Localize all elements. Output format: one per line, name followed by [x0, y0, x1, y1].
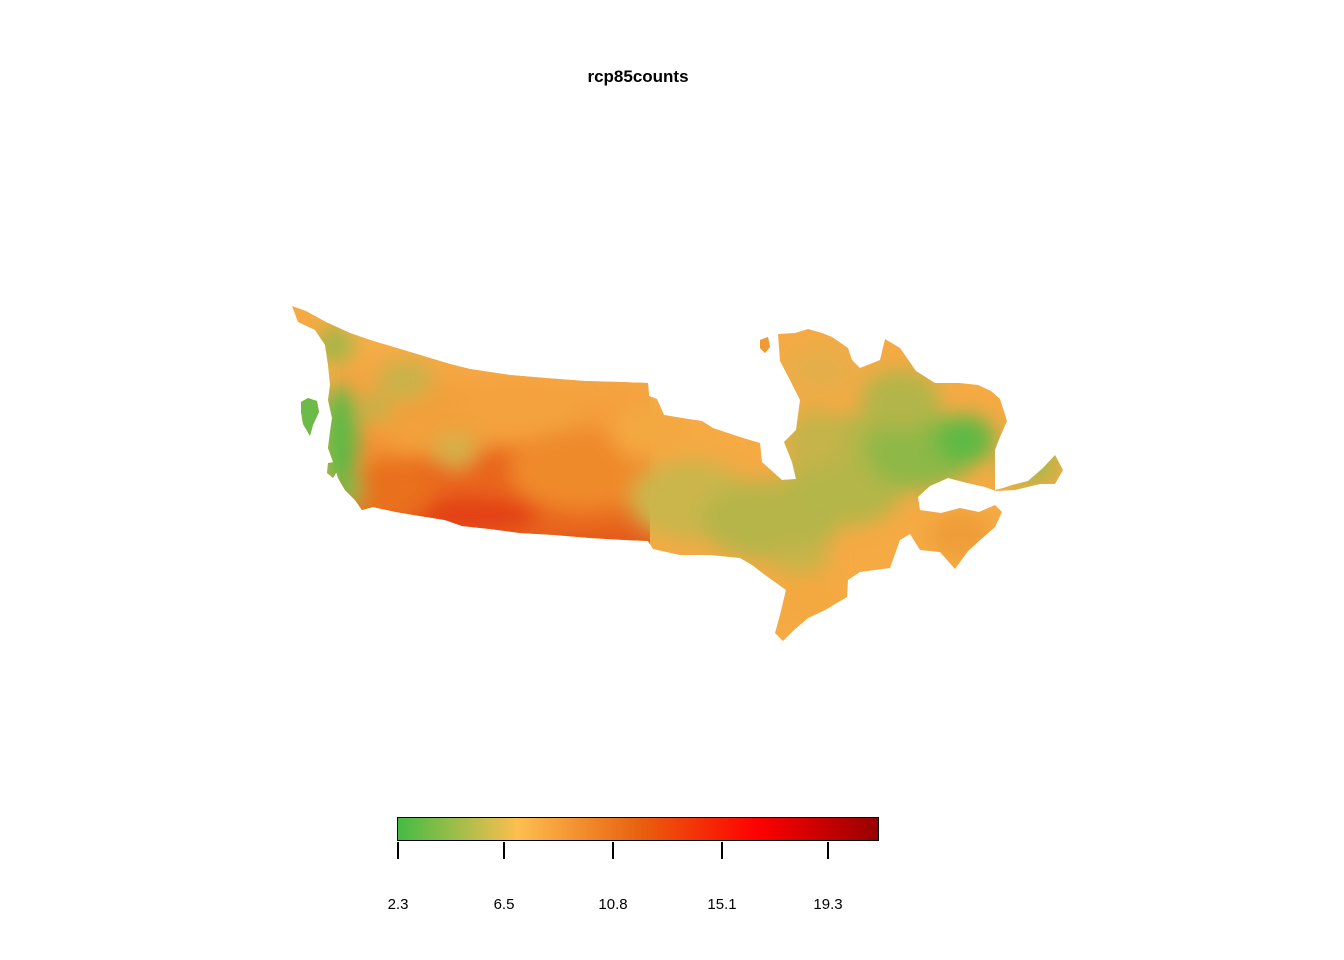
legend-label-15-1: 15.1: [707, 896, 737, 913]
color-scale-bar: [397, 817, 879, 841]
legend-label-10-8: 10.8: [598, 896, 628, 913]
legend-tick: [397, 842, 399, 859]
legend-label-6-5: 6.5: [493, 896, 515, 913]
legend-tick: [612, 842, 614, 859]
legend-label-2-3: 2.3: [387, 896, 409, 913]
legend-label-19-3: 19.3: [813, 896, 843, 913]
legend-tick: [721, 842, 723, 859]
map-title: rcp85counts: [587, 67, 689, 86]
legend-tick: [503, 842, 505, 859]
legend-tick: [827, 842, 829, 859]
